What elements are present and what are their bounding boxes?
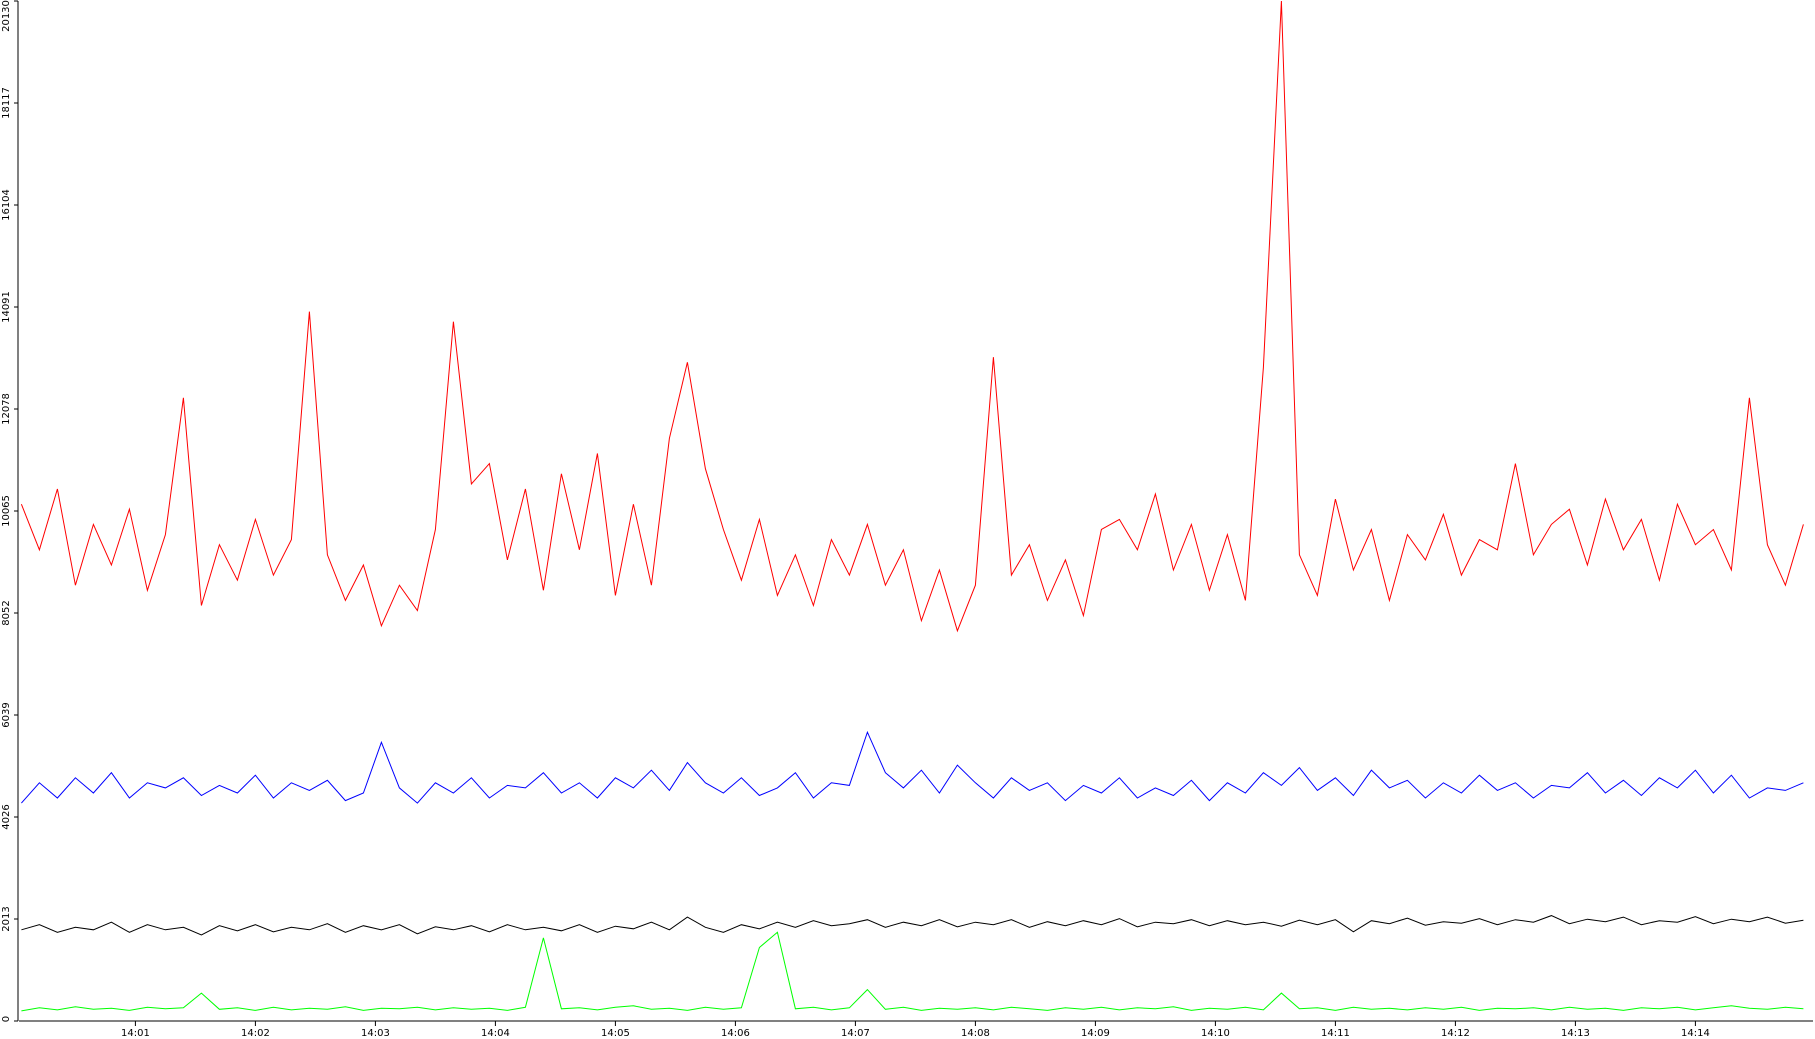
x-tick-label: 14:12 <box>1441 1028 1470 1039</box>
y-tick-label: 12078 <box>1 393 12 425</box>
series-line <box>20 0 1804 633</box>
y-tick-label: 18117 <box>1 87 12 119</box>
y-tick-label: 4026 <box>1 804 12 829</box>
y-tick-label: 14091 <box>1 291 12 323</box>
series-line <box>21 931 1804 1012</box>
y-tick-label: 2013 <box>1 906 12 931</box>
x-tick-label: 14:06 <box>721 1028 750 1039</box>
x-tick-label: 14:01 <box>121 1028 150 1039</box>
y-tick-label: 10065 <box>1 495 12 527</box>
x-tick-label: 14:05 <box>601 1028 630 1039</box>
x-tick-label: 14:11 <box>1321 1028 1350 1039</box>
y-tick-label: 16104 <box>1 189 12 221</box>
x-tick-label: 14:04 <box>481 1028 510 1039</box>
x-tick-label: 14:03 <box>361 1028 390 1039</box>
x-tick-label: 14:07 <box>841 1028 870 1039</box>
x-tick-label: 14:14 <box>1681 1028 1710 1039</box>
x-tick-label: 14:10 <box>1201 1028 1230 1039</box>
y-tick-label: 20130 <box>1 0 12 32</box>
y-tick-label: 6039 <box>1 702 12 727</box>
x-tick-label: 14:08 <box>961 1028 990 1039</box>
series-line <box>21 730 1804 804</box>
y-tick-label: 8052 <box>1 600 12 625</box>
x-tick-label: 14:09 <box>1081 1028 1110 1039</box>
series-line <box>21 915 1804 936</box>
x-tick-label: 14:13 <box>1561 1028 1590 1039</box>
x-tick-label: 14:02 <box>241 1028 270 1039</box>
y-tick-label: 0 <box>1 1016 12 1022</box>
